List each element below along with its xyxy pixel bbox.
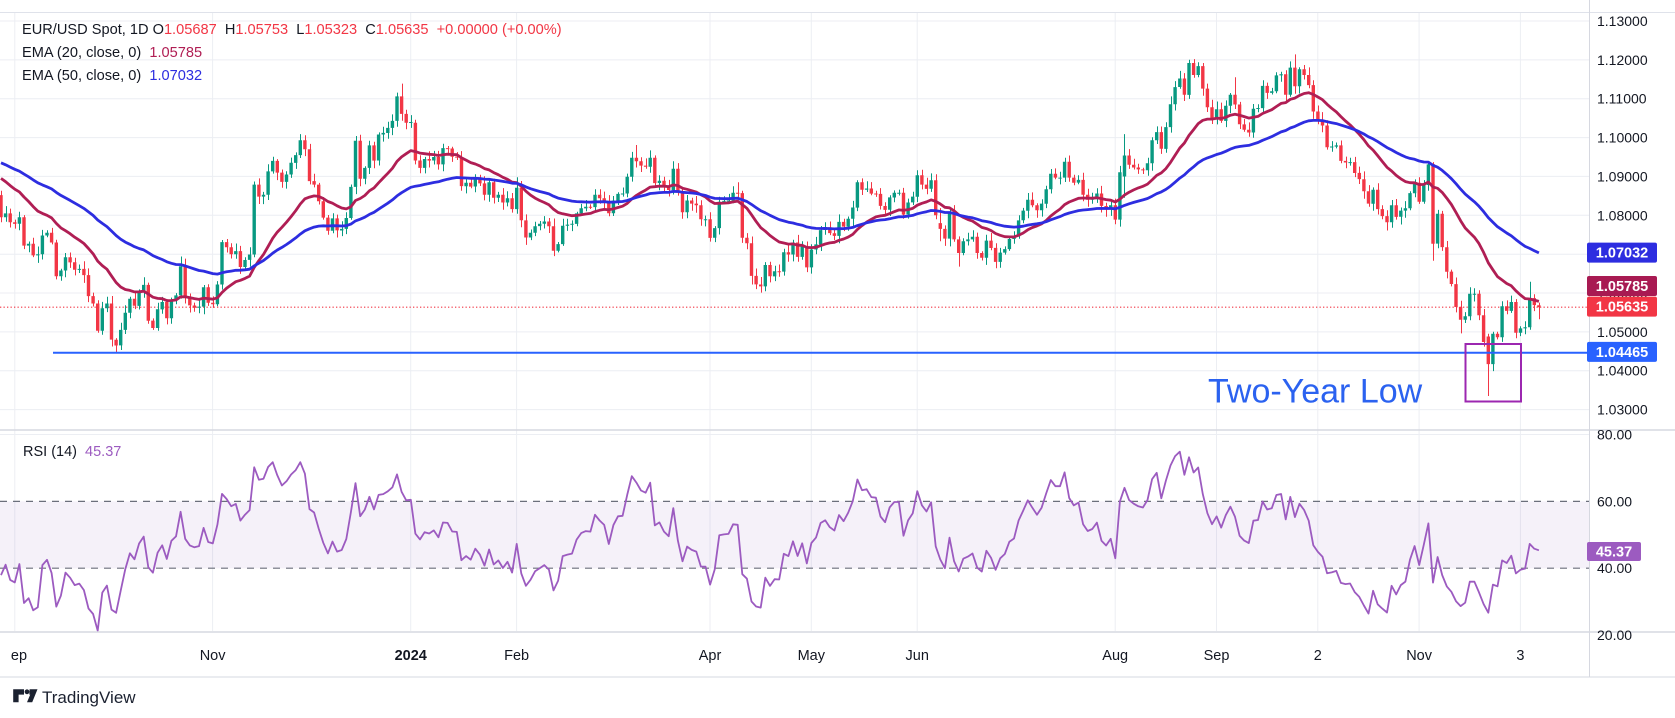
svg-text:2: 2 (1314, 648, 1322, 664)
svg-text:1.12000: 1.12000 (1597, 52, 1648, 68)
svg-text:May: May (798, 648, 826, 664)
svg-text:1.04465: 1.04465 (1596, 345, 1648, 361)
svg-text:1.10000: 1.10000 (1597, 130, 1648, 146)
svg-text:1.05000: 1.05000 (1597, 324, 1648, 340)
svg-text:EMA (20, close, 0) 1.05785: EMA (20, close, 0) 1.05785 (22, 45, 202, 61)
svg-text:80.00: 80.00 (1597, 427, 1632, 443)
svg-text:1.05785: 1.05785 (1596, 279, 1648, 295)
svg-text:Two-Year Low: Two-Year Low (1208, 373, 1423, 411)
svg-text:1.11000: 1.11000 (1597, 91, 1647, 107)
svg-text:TradingView: TradingView (42, 688, 136, 707)
svg-text:RSI (14) 45.37: RSI (14) 45.37 (23, 444, 121, 460)
svg-text:Feb: Feb (504, 648, 529, 664)
svg-text:40.00: 40.00 (1597, 560, 1632, 576)
svg-text:1.09000: 1.09000 (1597, 168, 1648, 184)
svg-text:Aug: Aug (1102, 648, 1128, 664)
svg-text:1.13000: 1.13000 (1597, 13, 1648, 29)
svg-text:2024: 2024 (395, 648, 427, 664)
svg-text:1.03000: 1.03000 (1597, 402, 1648, 418)
svg-text:EUR/USD Spot, 1D O1.05687 H1.: EUR/USD Spot, 1D O1.05687 H1.05753 L1.05… (22, 22, 562, 38)
svg-text:1.08000: 1.08000 (1597, 207, 1648, 223)
svg-text:20.00: 20.00 (1597, 627, 1632, 643)
svg-text:1.04000: 1.04000 (1597, 363, 1648, 379)
svg-text:Nov: Nov (200, 648, 227, 664)
svg-text:ep: ep (11, 648, 27, 664)
svg-text:45.37: 45.37 (1596, 545, 1632, 561)
svg-text:EMA (50, close, 0) 1.07032: EMA (50, close, 0) 1.07032 (22, 68, 202, 84)
svg-text:1.07032: 1.07032 (1596, 246, 1648, 262)
svg-text:3: 3 (1516, 648, 1524, 664)
svg-text:60.00: 60.00 (1597, 493, 1632, 509)
svg-text:1.05635: 1.05635 (1596, 300, 1648, 316)
svg-text:Nov: Nov (1406, 648, 1433, 664)
svg-text:Jun: Jun (906, 648, 929, 664)
svg-text:Sep: Sep (1204, 648, 1230, 664)
svg-text:Apr: Apr (699, 648, 722, 664)
